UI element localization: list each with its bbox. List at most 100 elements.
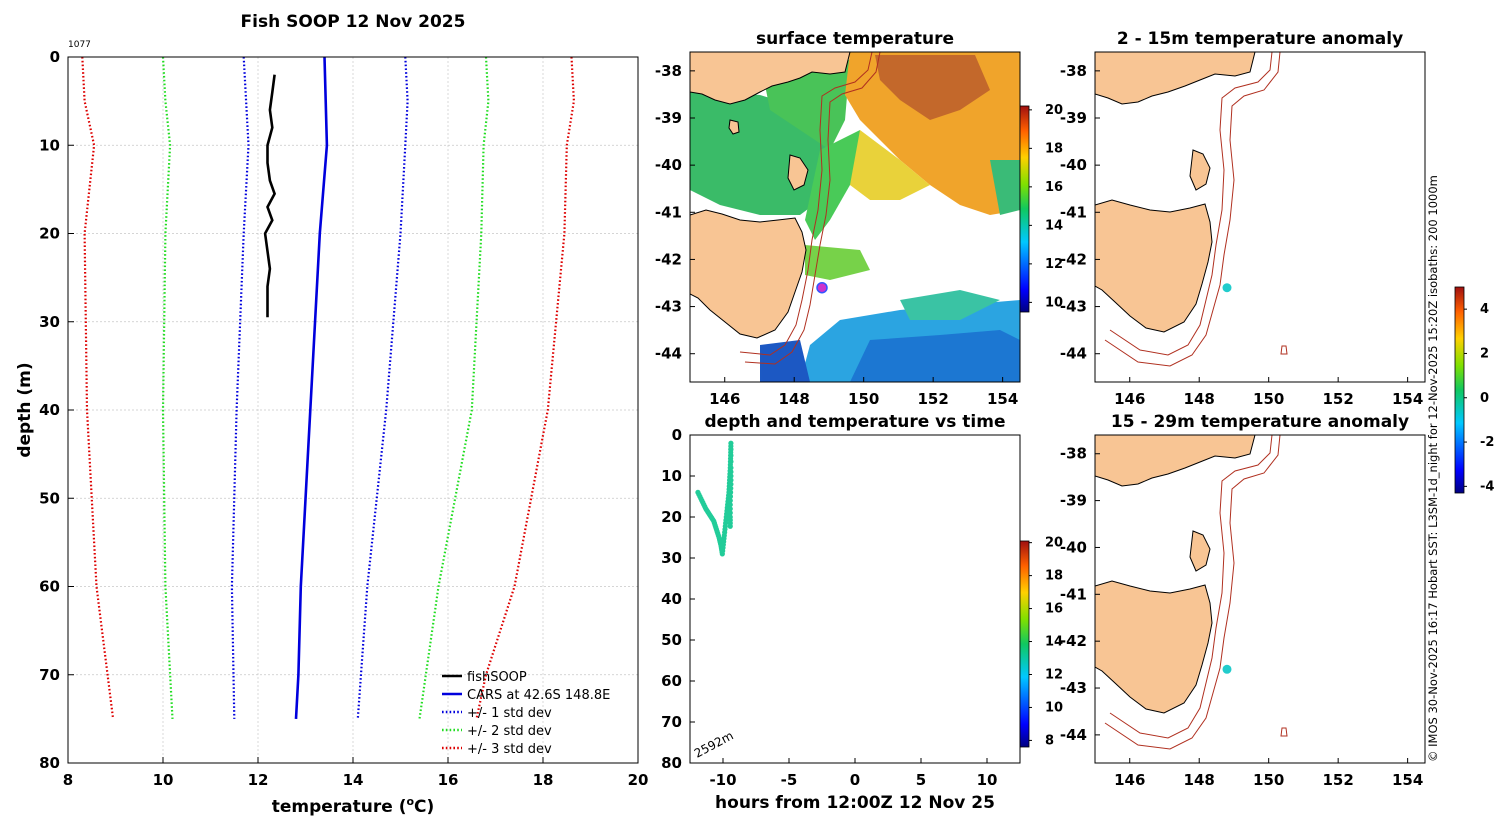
legend-label: +/- 3 std dev	[467, 742, 552, 757]
dt-y-tick-label: 70	[661, 713, 682, 731]
profile-x-tick-label: 14	[343, 771, 364, 789]
map-y-tick-label: -39	[1060, 492, 1087, 510]
dt-point	[728, 473, 734, 479]
profile-x-tick-label: 18	[533, 771, 554, 789]
profile-y-tick-label: 0	[50, 48, 60, 66]
dt-x-tick-label: 0	[850, 771, 860, 789]
anomaly-upper-map: 146 148 150 152 154 -38 -39 -40 -41 -42 -43 -44 2 -…	[1060, 29, 1426, 408]
map-y-tick-label: -39	[655, 109, 682, 127]
map-y-tick-label: -42	[1060, 250, 1087, 268]
sst-ticks: 146 148 150 152 154 -38 -39 -40 -41 -42 -43 -44	[655, 62, 1018, 408]
map-x-tick-label: 150	[848, 390, 879, 408]
profile-series--2-std-dev	[418, 56, 490, 720]
dt-x-tick-label: 10	[977, 771, 998, 789]
map-y-tick-label: -43	[1060, 679, 1087, 697]
isobath-200m	[1109, 52, 1273, 356]
mainland-land	[1095, 435, 1256, 487]
anomaly-lower-map: 146 148 150 152 154 -38 -39 -40 -41 -42 -43 -44 15 …	[1060, 412, 1426, 789]
colorbar-tick-label: 12	[1045, 257, 1063, 272]
dt-x-tick-label: 5	[916, 771, 926, 789]
depth-time-xlabel: hours from 12:00Z 12 Nov 25	[715, 793, 995, 813]
map-y-tick-label: -43	[1060, 298, 1087, 316]
colorbar-gradient	[1454, 286, 1465, 494]
map-y-tick-label: -38	[1060, 445, 1087, 463]
colorbar-tick-label: 16	[1045, 602, 1063, 617]
legend-label: fishSOOP	[467, 670, 527, 685]
dt-point	[728, 440, 734, 446]
map-y-tick-label: -38	[1060, 62, 1087, 80]
map-x-tick-label: 148	[779, 390, 810, 408]
colorbar-tick-label: 18	[1045, 569, 1063, 584]
map-x-tick-label: 154	[1392, 390, 1423, 408]
dt-point	[728, 465, 734, 471]
profile-xlabel: temperature (oC)	[272, 795, 435, 817]
profile-series-fishsoop	[263, 74, 277, 318]
isobath-1000m	[1104, 435, 1281, 750]
isobath-1000m	[744, 52, 881, 365]
map-x-tick-label: 146	[1114, 390, 1145, 408]
dt-point	[727, 493, 734, 500]
map-y-tick-label: -42	[1060, 632, 1087, 650]
tasmania-land	[1095, 199, 1213, 333]
dt-point	[727, 523, 733, 529]
profile-y-tick-label: 60	[39, 578, 60, 596]
colorbar-tick-label: 0	[1480, 391, 1489, 406]
colorbar-tick-label: 8	[1045, 733, 1054, 748]
dt-y-tick-label: 30	[661, 549, 682, 567]
sst-map: 146 148 150 152 154 -38 -39 -40 -41 -42 -43 -44 sur…	[655, 29, 1063, 408]
map-y-tick-label: -42	[655, 250, 682, 268]
profile-x-tick-label: 10	[153, 771, 174, 789]
dt-point	[728, 481, 734, 487]
map-y-tick-label: -40	[655, 156, 682, 174]
profile-ticks: 8 10 12 14 16 18 20 0 10 20 30 40 50 60 70 80	[39, 48, 648, 789]
isobath-200m	[1109, 435, 1273, 739]
profile-y-tick-label: 70	[39, 666, 60, 684]
map-x-tick-label: 146	[709, 390, 740, 408]
colorbar-tick-label: -2	[1480, 435, 1494, 450]
map-y-tick-label: -39	[1060, 109, 1087, 127]
anomaly-lower-ticks: 146 148 150 152 154 -38 -39 -40 -41 -42 -43 -44	[1060, 445, 1423, 789]
sst-title: surface temperature	[756, 29, 954, 49]
dt-point	[727, 510, 733, 516]
map-y-tick-label: -44	[1060, 726, 1087, 744]
map-y-tick-label: -44	[1060, 345, 1087, 363]
dt-point	[728, 446, 734, 452]
profile-series	[81, 56, 576, 720]
colorbar-tick-label: 10	[1045, 700, 1063, 715]
anomaly-upper-marker	[1222, 283, 1232, 293]
temperature-profile-chart: 8 10 12 14 16 18 20 0 10 20 30 40 50 60 70 80 Fish SOOP…	[15, 12, 648, 817]
profile-ylabel: depth (m)	[15, 362, 35, 457]
colorbar-tick-label: 12	[1045, 667, 1063, 682]
seamount-isobath	[1280, 345, 1288, 355]
anomaly-lower-marker	[1222, 664, 1232, 674]
flinders-island-land	[787, 154, 809, 191]
sst-colorbar: 10 12 14 16 18 20	[1019, 103, 1063, 313]
king-island-land	[728, 119, 740, 135]
profile-x-tick-label: 12	[248, 771, 269, 789]
tasmania-land	[690, 209, 807, 339]
dt-y-tick-label: 40	[661, 590, 682, 608]
map-x-tick-label: 152	[1323, 771, 1354, 789]
profile-y-tick-label: 40	[39, 401, 60, 419]
depth-time-colorbar: 8 10 12 14 16 18 20	[1019, 536, 1063, 748]
depth-time-title: depth and temperature vs time	[705, 412, 1006, 432]
tasmania-land	[1095, 580, 1213, 714]
map-x-tick-label: 152	[918, 390, 949, 408]
dt-y-tick-label: 50	[661, 631, 682, 649]
dt-point	[727, 498, 733, 504]
legend-label: +/- 1 std dev	[467, 706, 552, 721]
colorbar-tick-label: 14	[1045, 635, 1063, 650]
dt-y-tick-label: 10	[661, 467, 682, 485]
flinders-island-land	[1189, 149, 1211, 191]
anomaly-upper-title: 2 - 15m temperature anomaly	[1117, 29, 1403, 49]
dt-point	[728, 469, 734, 475]
mainland-land	[690, 52, 851, 105]
colorbar-tick-label: 14	[1045, 218, 1063, 233]
depth-time-points	[695, 440, 734, 557]
colorbar-tick-label: 20	[1045, 536, 1063, 551]
dt-point	[728, 485, 734, 491]
anomaly-upper-ticks: 146 148 150 152 154 -38 -39 -40 -41 -42 -43 -44	[1060, 62, 1423, 408]
profile-title: Fish SOOP 12 Nov 2025	[241, 12, 466, 32]
colorbar-tick-label: 20	[1045, 103, 1063, 118]
dt-y-tick-label: 60	[661, 672, 682, 690]
